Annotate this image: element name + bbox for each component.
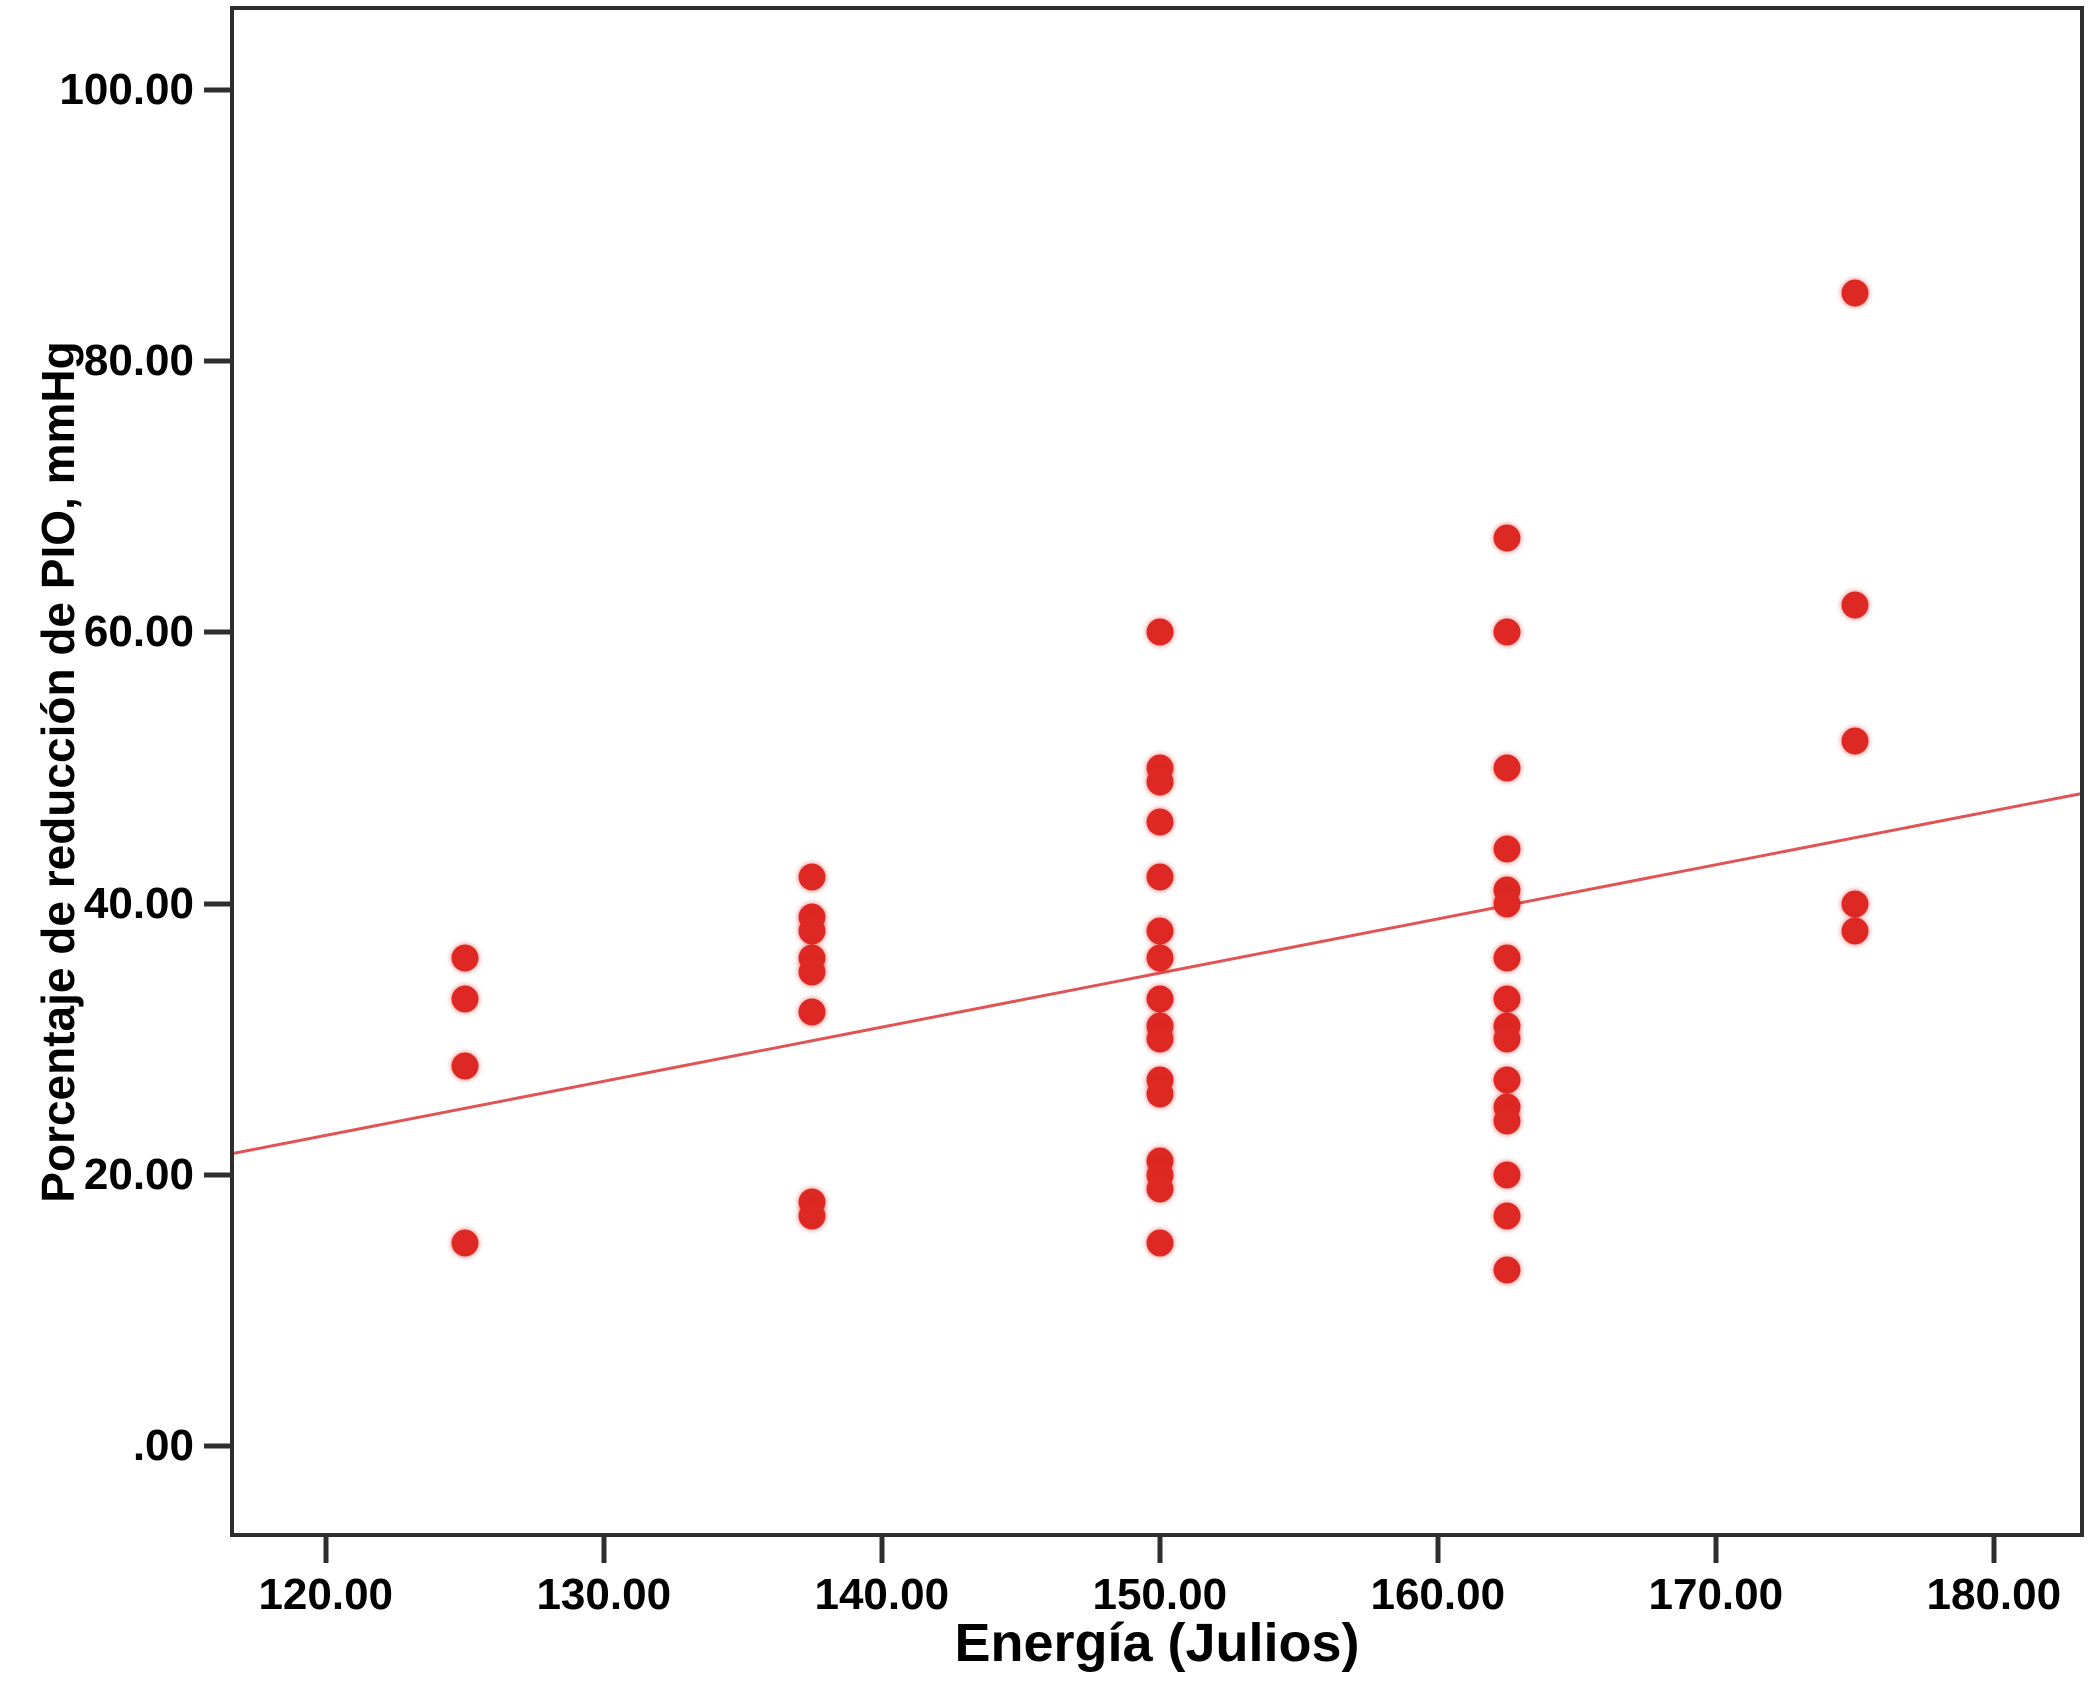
y-axis-tick bbox=[204, 358, 230, 364]
data-point bbox=[1841, 279, 1869, 307]
y-axis-title-text: Porcentaje de reducción de PIO, mmHg bbox=[32, 341, 84, 1203]
y-axis-tick-label: .00 bbox=[132, 1421, 194, 1471]
data-point bbox=[1493, 754, 1521, 782]
data-point bbox=[1493, 618, 1521, 646]
x-axis-tick-label: 120.00 bbox=[258, 1570, 394, 1619]
data-point bbox=[1146, 863, 1174, 891]
data-point bbox=[1493, 835, 1521, 863]
data-point bbox=[451, 944, 479, 972]
regression-line bbox=[233, 792, 2081, 1155]
data-point bbox=[1493, 1025, 1521, 1053]
data-point bbox=[798, 998, 826, 1026]
x-axis-tick bbox=[601, 1537, 607, 1563]
y-axis-tick bbox=[204, 629, 230, 635]
y-axis-title: Porcentaje de reducción de PIO, mmHg bbox=[31, 0, 85, 1202]
data-point bbox=[1493, 1066, 1521, 1094]
x-axis-tick bbox=[1991, 1537, 1997, 1563]
data-point bbox=[798, 863, 826, 891]
data-point bbox=[1146, 944, 1174, 972]
x-axis-tick-label: 180.00 bbox=[1926, 1570, 2062, 1619]
data-point bbox=[1146, 917, 1174, 945]
y-axis-tick bbox=[204, 1172, 230, 1178]
data-point bbox=[1146, 808, 1174, 836]
data-point bbox=[1146, 1025, 1174, 1053]
x-axis-tick-label: 170.00 bbox=[1648, 1570, 1784, 1619]
data-point bbox=[1146, 618, 1174, 646]
data-point bbox=[1841, 890, 1869, 918]
data-point bbox=[1841, 727, 1869, 755]
y-axis-tick bbox=[204, 1443, 230, 1449]
data-point bbox=[1146, 985, 1174, 1013]
data-point bbox=[1493, 890, 1521, 918]
data-point bbox=[451, 985, 479, 1013]
x-axis-tick bbox=[1713, 1537, 1719, 1563]
data-point bbox=[1841, 591, 1869, 619]
x-axis-tick-label: 150.00 bbox=[1092, 1570, 1228, 1619]
data-point bbox=[1493, 1161, 1521, 1189]
data-point bbox=[451, 1052, 479, 1080]
x-axis-tick bbox=[323, 1537, 329, 1563]
y-axis-tick-label: 20.00 bbox=[83, 1149, 194, 1199]
y-axis-tick bbox=[204, 87, 230, 93]
x-axis-tick-label: 130.00 bbox=[536, 1570, 672, 1619]
data-point bbox=[798, 958, 826, 986]
y-axis-tick bbox=[204, 901, 230, 907]
y-axis-tick-label: 60.00 bbox=[83, 607, 194, 657]
data-point bbox=[1493, 944, 1521, 972]
data-point bbox=[1146, 1080, 1174, 1108]
data-point bbox=[1146, 1175, 1174, 1203]
data-point bbox=[1493, 524, 1521, 552]
data-point bbox=[1493, 1256, 1521, 1284]
data-point bbox=[1146, 1229, 1174, 1257]
data-point bbox=[798, 917, 826, 945]
data-point bbox=[1493, 985, 1521, 1013]
x-axis-tick bbox=[1157, 1537, 1163, 1563]
data-point bbox=[1146, 768, 1174, 796]
y-axis-tick-label: 80.00 bbox=[83, 336, 194, 386]
y-axis-tick-label: 40.00 bbox=[83, 878, 194, 928]
data-point bbox=[1493, 1107, 1521, 1135]
data-point bbox=[798, 1202, 826, 1230]
data-point bbox=[1493, 1202, 1521, 1230]
x-axis-title: Energía (Julios) bbox=[954, 1613, 1360, 1673]
x-axis-tick bbox=[879, 1537, 885, 1563]
y-axis-tick-label: 100.00 bbox=[59, 65, 194, 114]
x-axis-tick-label: 140.00 bbox=[814, 1570, 950, 1619]
plot-area: .00 20.00 40.00 60.00 80.00 100.00 120.00 130.0… bbox=[59, 6, 2084, 1617]
data-point bbox=[1841, 917, 1869, 945]
x-axis-tick-label: 160.00 bbox=[1370, 1570, 1506, 1619]
x-axis-tick bbox=[1435, 1537, 1441, 1563]
data-point bbox=[451, 1229, 479, 1257]
trend-line-layer bbox=[233, 792, 2081, 1155]
